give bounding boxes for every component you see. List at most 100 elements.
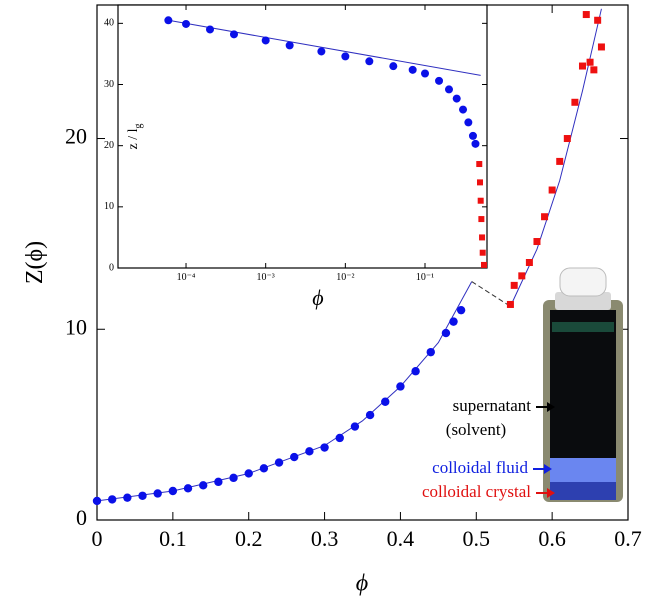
x-tick-label: 10⁻⁴ [177,272,196,283]
data-point [426,347,435,357]
x-tick-label: 10⁻³ [257,272,275,283]
data-point [590,66,598,74]
y-tick-label: 0 [76,505,87,530]
data-point [597,43,605,51]
data-point [153,489,162,498]
data-point [480,261,487,268]
data-point [229,30,238,39]
data-point [441,328,451,338]
data-point [510,281,518,289]
data-point [518,272,526,280]
data-point [389,62,398,71]
data-point [411,367,420,376]
data-point [586,58,594,66]
data-point [594,16,602,24]
data-point [123,493,132,502]
data-point [305,447,314,456]
data-point [244,469,253,478]
annotation: (solvent) [446,420,506,439]
data-point [471,139,480,148]
y-tick-label: 40 [104,18,114,29]
vial-cap-base [555,292,611,310]
data-point [582,11,590,19]
supernatant-layer [550,310,616,458]
data-point [452,94,461,103]
data-point [290,452,299,462]
data-point [476,161,483,168]
x-tick-label: 0.1 [159,526,187,551]
data-point [548,186,556,194]
data-point [365,410,375,420]
y-axis-label-sub: g [133,124,144,129]
data-point [259,464,269,473]
y-tick-label: 10 [104,201,114,212]
annotation-arrowhead [547,488,555,498]
y-axis-label: z / lg [126,124,144,150]
data-point [164,16,173,25]
data-point [365,57,374,66]
annotation-arrowhead [544,464,552,474]
y-axis-label-main: z / l [126,128,141,149]
x-axis-label: ϕ [356,571,368,597]
data-point [477,197,484,204]
data-point [541,213,549,221]
meniscus [552,322,614,332]
data-point [214,477,223,487]
data-point [449,317,458,326]
fit-line [509,8,602,307]
data-point [168,486,178,496]
data-point [468,131,477,140]
y-tick-label: 30 [104,79,114,90]
data-point [563,135,571,143]
x-tick-label: 0.6 [538,526,566,551]
data-point [350,422,360,431]
data-point [476,179,483,186]
x-tick-label: 10⁻¹ [416,272,434,283]
data-point [533,238,541,246]
data-point [421,69,430,78]
x-tick-label: 0 [92,526,103,551]
data-point [525,259,533,266]
data-point [317,47,326,56]
data-point [571,98,579,106]
data-point [335,433,344,443]
x-tick-label: 0.7 [614,526,642,551]
data-point [182,19,191,28]
data-point [456,305,466,315]
data-point [107,495,117,504]
data-point [479,234,486,241]
x-tick-label: 0.3 [311,526,339,551]
data-point [506,300,514,308]
data-point [435,76,444,85]
plot: 0 0.1 0.2 0.3 0.4 0.5 0.6 0.7 0 10 20 ϕ Z(ϕ) [22,4,642,597]
annotation: colloidal fluid [432,458,528,477]
y-tick-label: 20 [104,140,114,151]
y-tick-label: 0 [109,262,114,273]
data-point [479,249,486,256]
annotation: supernatant [453,396,532,415]
fluid-layer [550,458,616,482]
data-point [138,491,147,500]
data-point [464,118,473,127]
data-point [444,85,453,94]
data-point [381,397,390,406]
data-point [408,65,417,74]
data-point [261,36,270,45]
fit-line [471,281,511,307]
x-tick-label: 0.2 [235,526,263,551]
data-point [341,52,350,61]
data-point [183,484,193,493]
data-point [274,458,284,467]
x-tick-label: 10⁻² [336,272,354,283]
x-tick-label: 0.5 [463,526,491,551]
data-point [229,473,238,483]
x-axis-label: ϕ [312,285,323,310]
data-point [396,382,405,391]
y-tick-label: 20 [65,124,87,149]
data-point [578,62,586,70]
y-tick-label: 10 [65,314,87,339]
data-point [199,481,208,490]
x-tick-label: 0.4 [387,526,415,551]
data-point [285,41,294,50]
